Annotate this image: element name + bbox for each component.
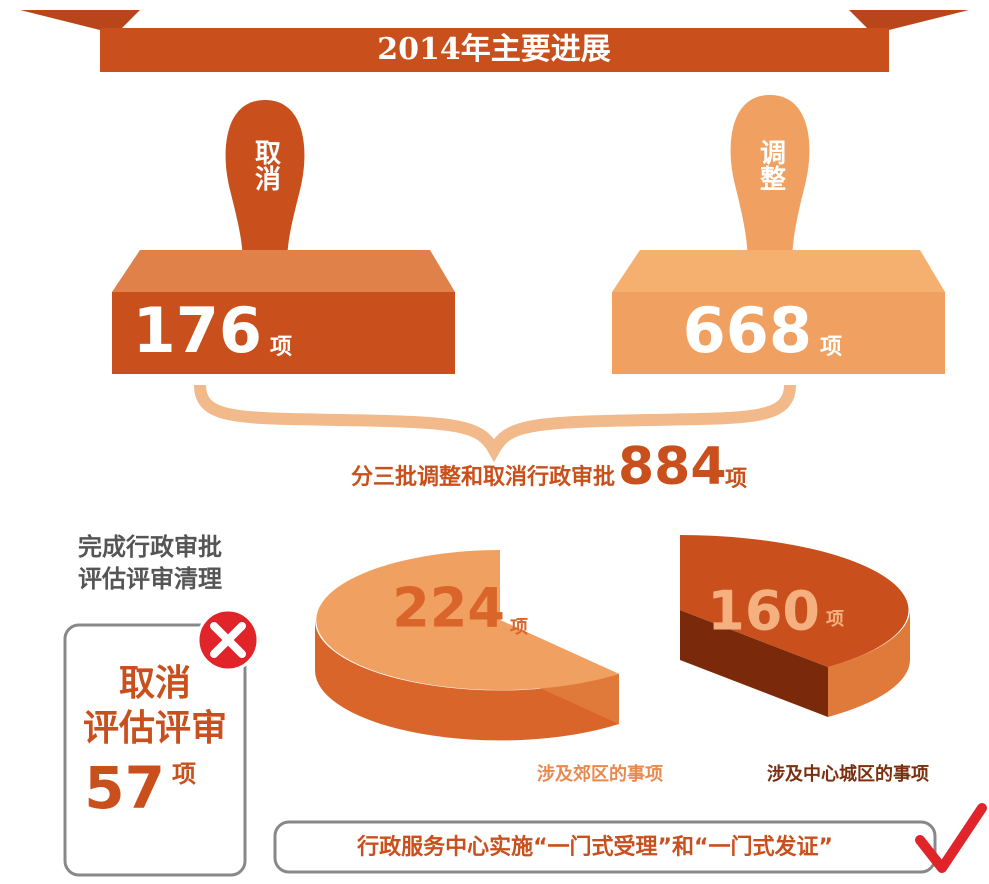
summary-text: 分三批调整和取消行政审批 (351, 464, 615, 490)
review-unit: 项 (172, 760, 196, 788)
stamp-value: 176 (133, 294, 262, 367)
stamp-cancel (112, 100, 455, 374)
pie-unit: 项 (510, 617, 528, 638)
stamp-label: 调整 (756, 139, 786, 191)
pie-value: 160 (707, 580, 820, 643)
stamp-label: 取消 (251, 139, 281, 191)
summary-unit: 项 (725, 467, 747, 492)
pie-unit: 项 (826, 609, 844, 630)
check-icon (915, 803, 987, 873)
stamp-unit: 项 (270, 335, 292, 360)
title: 2014年主要进展 (377, 32, 611, 67)
footer-text: 行政服务中心实施“一门式受理”和“一门式发证” (356, 834, 833, 860)
stamp-adjust (612, 95, 945, 374)
review-caption: 完成行政审批 (78, 533, 222, 561)
review-box-text: 取消 (119, 663, 191, 704)
pie-label: 涉及郊区的事项 (537, 763, 663, 785)
pie-value: 224 (392, 577, 505, 640)
stamp-value: 668 (683, 294, 812, 367)
review-value: 57 (84, 754, 165, 822)
banner (20, 10, 969, 72)
review-box (63, 623, 247, 877)
pie-left (314, 550, 619, 741)
summary-value: 884 (618, 437, 727, 497)
pie-right (680, 535, 910, 717)
cross-icon (196, 608, 260, 672)
review-box-text: 评估评审 (83, 708, 227, 749)
review-caption: 评估评审清理 (78, 565, 222, 593)
footer-box (273, 820, 937, 874)
stamp-unit: 项 (820, 335, 842, 360)
brace (194, 384, 796, 463)
pie-label: 涉及中心城区的事项 (767, 763, 929, 785)
